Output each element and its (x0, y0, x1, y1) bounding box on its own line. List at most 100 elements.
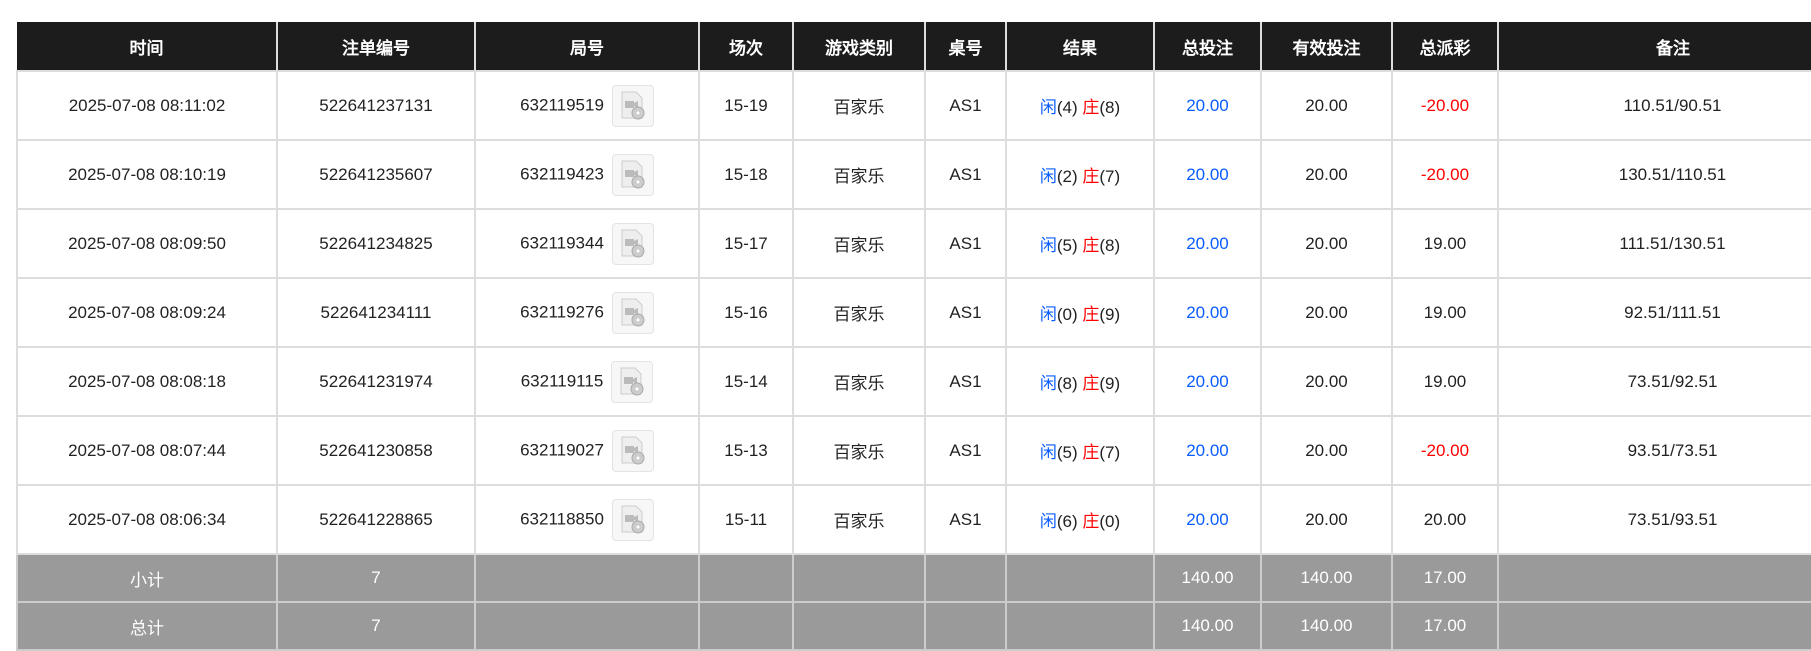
remark-cell: 73.51/92.51 (1497, 346, 1811, 417)
player-label: 闲 (1039, 236, 1057, 255)
video-file-icon[interactable] (611, 222, 654, 265)
header-valid-bet: 有效投注 (1260, 22, 1392, 71)
round-number: 632119027 (520, 439, 604, 459)
player-score: (0) (1056, 305, 1078, 324)
round-number: 632119276 (520, 301, 604, 321)
valid-bet-cell: 20.00 (1260, 415, 1393, 486)
video-file-icon[interactable] (611, 360, 654, 403)
header-game-type: 游戏类别 (792, 22, 925, 71)
valid-bet-cell: 20.00 (1260, 139, 1393, 210)
table-row: 2025-07-08 08:11:02 522641237131 632119519… (16, 70, 1811, 141)
table-row: 2025-07-08 08:09:24 522641234111 632119276… (16, 277, 1811, 348)
shoe-cell: 15-19 (698, 70, 794, 141)
empty-cell (698, 601, 794, 651)
time-cell: 2025-07-08 08:09:50 (16, 208, 278, 279)
time-cell: 2025-07-08 08:10:19 (16, 139, 278, 210)
round-cell: 632119423 (474, 139, 700, 210)
banker-label: 庄 (1082, 236, 1100, 255)
player-label: 闲 (1039, 167, 1057, 186)
empty-cell (792, 553, 926, 603)
footer-label: 总计 (16, 601, 278, 651)
video-file-icon[interactable] (611, 429, 654, 472)
footer-total-bet: 140.00 (1153, 553, 1262, 603)
player-label: 闲 (1039, 443, 1057, 462)
time-cell: 2025-07-08 08:06:34 (16, 484, 278, 555)
empty-cell (1497, 553, 1811, 603)
footer-valid-bet: 140.00 (1260, 553, 1393, 603)
bet-id-cell: 522641231974 (276, 346, 476, 417)
video-file-icon[interactable] (611, 291, 654, 334)
payout-cell: 19.00 (1391, 346, 1499, 417)
result-cell: 闲(6) 庄(0) (1005, 484, 1155, 555)
empty-cell (924, 553, 1007, 603)
header-round: 局号 (474, 22, 699, 71)
payout-cell: 20.00 (1391, 484, 1499, 555)
total-bet-cell: 20.00 (1153, 139, 1262, 210)
remark-cell: 111.51/130.51 (1497, 208, 1811, 279)
empty-cell (474, 601, 700, 651)
player-score: (5) (1056, 443, 1078, 462)
empty-cell (792, 601, 926, 651)
banker-label: 庄 (1082, 374, 1100, 393)
valid-bet-cell: 20.00 (1260, 484, 1393, 555)
table-no-cell: AS1 (924, 139, 1007, 210)
footer-total-bet: 140.00 (1153, 601, 1262, 651)
player-score: (4) (1056, 98, 1078, 117)
banker-label: 庄 (1082, 167, 1100, 186)
round-cell: 632119027 (474, 415, 700, 486)
banker-score: (7) (1099, 443, 1121, 462)
bet-id-cell: 522641234825 (276, 208, 476, 279)
total-bet-cell: 20.00 (1153, 484, 1262, 555)
shoe-cell: 15-13 (698, 415, 794, 486)
player-score: (8) (1056, 374, 1078, 393)
round-cell: 632119115 (474, 346, 700, 417)
game-type-cell: 百家乐 (792, 70, 926, 141)
round-cell: 632119344 (474, 208, 700, 279)
banker-label: 庄 (1082, 512, 1100, 531)
bet-records-table: 时间 注单编号 局号 场次 游戏类别 桌号 结果 总投注 有效投注 总派彩 备注 2025-07-0… (16, 22, 1811, 651)
video-file-icon[interactable] (611, 498, 654, 541)
table-no-cell: AS1 (924, 70, 1007, 141)
table-no-cell: AS1 (924, 484, 1007, 555)
result-cell: 闲(5) 庄(8) (1005, 208, 1155, 279)
video-file-icon[interactable] (611, 84, 654, 127)
valid-bet-cell: 20.00 (1260, 70, 1393, 141)
total-bet-cell: 20.00 (1153, 415, 1262, 486)
round-number: 632119423 (520, 163, 604, 183)
valid-bet-cell: 20.00 (1260, 346, 1393, 417)
result-cell: 闲(4) 庄(8) (1005, 70, 1155, 141)
video-file-icon[interactable] (611, 153, 654, 196)
player-score: (6) (1056, 512, 1078, 531)
table-no-cell: AS1 (924, 277, 1007, 348)
bet-id-cell: 522641237131 (276, 70, 476, 141)
game-type-cell: 百家乐 (792, 277, 926, 348)
banker-score: (8) (1099, 98, 1121, 117)
player-label: 闲 (1039, 305, 1057, 324)
round-number: 632118850 (520, 508, 604, 528)
remark-cell: 93.51/73.51 (1497, 415, 1811, 486)
table-row: 2025-07-08 08:09:50 522641234825 632119344… (16, 208, 1811, 279)
valid-bet-cell: 20.00 (1260, 277, 1393, 348)
player-score: (5) (1056, 236, 1078, 255)
result-cell: 闲(8) 庄(9) (1005, 346, 1155, 417)
payout-cell: 19.00 (1391, 277, 1499, 348)
total-bet-cell: 20.00 (1153, 346, 1262, 417)
banker-label: 庄 (1082, 443, 1100, 462)
bet-id-cell: 522641228865 (276, 484, 476, 555)
footer-count: 7 (276, 601, 476, 651)
round-number: 632119344 (520, 232, 604, 252)
remark-cell: 92.51/111.51 (1497, 277, 1811, 348)
empty-cell (1005, 553, 1155, 603)
empty-cell (698, 553, 794, 603)
payout-cell: -20.00 (1391, 70, 1499, 141)
remark-cell: 130.51/110.51 (1497, 139, 1811, 210)
header-bet-id: 注单编号 (276, 22, 475, 71)
round-cell: 632118850 (474, 484, 700, 555)
shoe-cell: 15-17 (698, 208, 794, 279)
banker-label: 庄 (1082, 98, 1100, 117)
player-label: 闲 (1039, 98, 1057, 117)
banker-score: (9) (1099, 374, 1121, 393)
time-cell: 2025-07-08 08:09:24 (16, 277, 278, 348)
table-no-cell: AS1 (924, 415, 1007, 486)
payout-cell: -20.00 (1391, 139, 1499, 210)
